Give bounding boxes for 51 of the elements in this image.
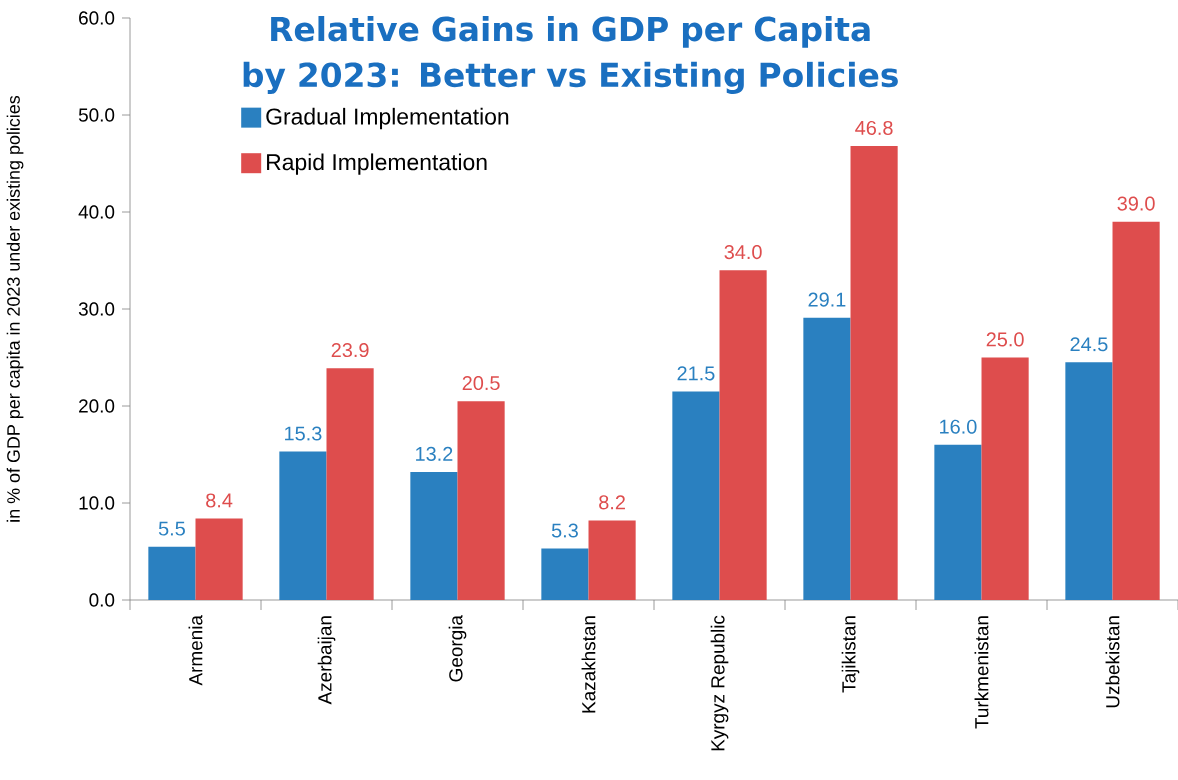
data-label: 23.9 [331, 343, 369, 358]
bar [1112, 221, 1160, 600]
bar [410, 471, 458, 600]
data-label: 46.8 [855, 120, 893, 135]
x-tick-label: Turkmenistan [974, 616, 989, 729]
data-label: 34.0 [724, 245, 762, 260]
bar [326, 368, 374, 600]
bar [541, 548, 589, 600]
data-label: 25.0 [986, 332, 1024, 347]
data-label: 21.5 [677, 366, 715, 381]
text: Relative Gains in GDP per Capita by 2023: Better vs Existing Policies [243, 16, 898, 94]
data-label: 16.0 [940, 419, 977, 434]
data-label: 5.3 [551, 523, 578, 538]
y-axis-title: in % of GDP per capita in 2023 under existing policies [6, 95, 24, 522]
bar [934, 444, 982, 600]
data-label: 8.4 [206, 493, 233, 508]
y-tick-label: 50.0 [78, 108, 115, 122]
bar [1065, 362, 1113, 600]
x-tick-label: Tajikistan [841, 616, 860, 693]
data-label: 5.5 [158, 521, 185, 536]
bar [148, 546, 196, 600]
data-label: 24.5 [1070, 337, 1108, 352]
legend-label: Gradual Implementation [266, 107, 509, 130]
y-tick-label: 60.0 [79, 11, 115, 25]
data-label: 13.2 [416, 446, 453, 461]
bar [588, 520, 636, 600]
data-label: 29.1 [808, 292, 846, 307]
y-tick-label: 40.0 [78, 205, 115, 219]
bar [719, 270, 767, 600]
bar [672, 391, 720, 600]
y-tick-label: 30.0 [78, 302, 115, 316]
data-label: 20.5 [462, 376, 500, 391]
x-tick-label: Kazakhstan [581, 616, 596, 713]
bar [850, 146, 898, 600]
y-tick-label: 0.0 [89, 593, 115, 607]
x-tick-label: Uzbekistan [1105, 616, 1120, 708]
bar [981, 357, 1029, 600]
x-tick-label: Armenia [188, 615, 203, 686]
bar [803, 317, 851, 600]
y-tick-label: 20.0 [79, 399, 115, 413]
x-tick-label: Azerbaijan [317, 616, 336, 705]
y-tick-label: 10.0 [79, 496, 115, 510]
data-label: 15.3 [285, 426, 322, 441]
bar [195, 518, 243, 600]
data-label: 8.2 [599, 495, 625, 510]
bar [457, 401, 505, 600]
legend-label: Rapid Implementation [267, 153, 487, 175]
x-tick-label: Georgia [448, 615, 467, 682]
data-label: 39.0 [1117, 196, 1155, 211]
x-tick-label: Kyrgyz Republic [710, 615, 729, 751]
bar [279, 451, 327, 600]
